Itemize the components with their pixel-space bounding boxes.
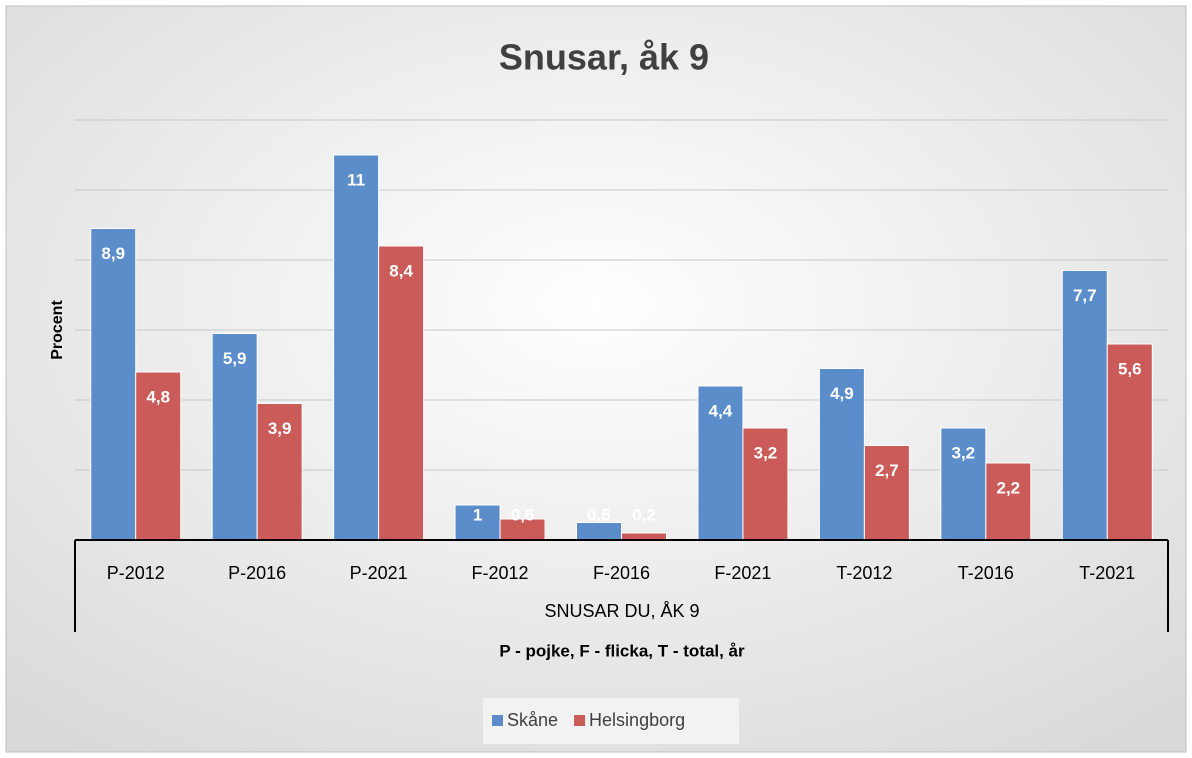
data-label: 0,5 xyxy=(587,505,611,524)
y-axis-label: Procent xyxy=(49,300,66,360)
bar xyxy=(211,333,258,541)
bar xyxy=(454,504,501,541)
data-label: 11 xyxy=(347,170,365,189)
bar xyxy=(985,462,1032,541)
data-label: 2,7 xyxy=(875,461,899,480)
bar xyxy=(90,228,137,541)
x-tick-label: T-2016 xyxy=(958,563,1014,583)
x-axis-label: SNUSAR DU, ÅK 9 xyxy=(544,601,699,621)
data-label: 5,9 xyxy=(223,349,247,368)
data-label: 8,4 xyxy=(389,261,413,280)
data-label: 7,7 xyxy=(1073,286,1097,305)
legend-box xyxy=(483,698,739,744)
data-label: 2,2 xyxy=(997,478,1021,497)
data-label: 3,2 xyxy=(754,443,778,462)
bar xyxy=(135,371,182,541)
bar xyxy=(1061,270,1108,541)
legend-label: Skåne xyxy=(507,710,558,730)
bar xyxy=(621,532,667,541)
data-label: 1 xyxy=(473,505,482,524)
x-tick-label: P-2016 xyxy=(228,563,286,583)
x-tick-label: F-2012 xyxy=(472,563,529,583)
x-tick-label: F-2016 xyxy=(593,563,650,583)
x-tick-label: F-2021 xyxy=(714,563,771,583)
chart-background xyxy=(5,5,1187,753)
data-label: 3,2 xyxy=(952,443,976,462)
bar xyxy=(697,385,744,541)
data-label: 5,6 xyxy=(1118,359,1142,378)
bar xyxy=(333,154,380,541)
legend-label: Helsingborg xyxy=(589,710,685,730)
bar xyxy=(863,445,910,541)
data-label: 4,8 xyxy=(146,387,170,406)
data-label: 0,2 xyxy=(632,505,656,524)
data-label: 4,4 xyxy=(709,401,733,420)
chart-title: Snusar, åk 9 xyxy=(499,37,709,78)
legend-swatch xyxy=(492,715,503,726)
data-label: 4,9 xyxy=(830,384,854,403)
x-tick-label: P-2012 xyxy=(107,563,165,583)
x-tick-label: P-2021 xyxy=(350,563,408,583)
data-label: 3,9 xyxy=(268,419,292,438)
x-axis-sublabel: P - pojke, F - flicka, T - total, år xyxy=(499,641,745,660)
bar xyxy=(818,368,865,541)
data-label: 8,9 xyxy=(101,244,125,263)
bar xyxy=(576,522,622,541)
legend-swatch xyxy=(574,715,586,726)
bar xyxy=(378,245,425,541)
x-tick-label: T-2012 xyxy=(836,563,892,583)
bar xyxy=(1106,343,1153,541)
data-label: 0,6 xyxy=(511,505,535,524)
x-tick-label: T-2021 xyxy=(1079,563,1135,583)
